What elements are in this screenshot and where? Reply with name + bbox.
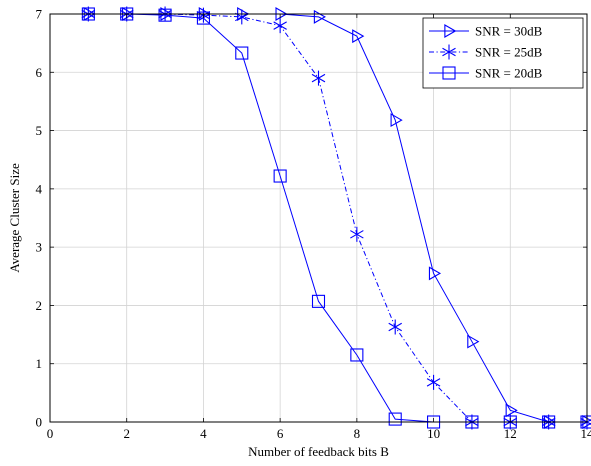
x-axis-label: Number of feedback bits B	[248, 444, 389, 459]
legend-label: SNR = 20dB	[475, 66, 543, 81]
x-tick-label: 8	[354, 426, 361, 441]
x-tick-label: 0	[47, 426, 54, 441]
y-tick-labels: 0 1 2 3 4 5 6 7	[36, 7, 43, 430]
star-marker	[350, 227, 363, 242]
triangle-marker	[429, 267, 440, 279]
legend-entry: SNR = 30dB	[429, 24, 543, 39]
x-tick-label: 6	[277, 426, 284, 441]
y-tick-label: 3	[36, 240, 43, 255]
star-marker	[389, 319, 402, 334]
x-tick-label: 12	[504, 426, 517, 441]
x-tick-label: 2	[123, 426, 130, 441]
y-tick-label: 5	[36, 123, 43, 138]
x-tick-label: 4	[200, 426, 207, 441]
y-tick-label: 4	[36, 181, 43, 196]
y-tick-label: 6	[36, 65, 43, 80]
y-tick-label: 0	[36, 415, 43, 430]
x-tick-labels: 0 2 4 6 8 10 12 14	[47, 426, 591, 441]
legend-label: SNR = 30dB	[475, 24, 543, 39]
legend: SNR = 30dB SNR = 25dB SNR = 20dB	[423, 18, 583, 88]
x-tick-label: 10	[427, 426, 440, 441]
y-axis-label: Average Cluster Size	[7, 163, 22, 273]
y-tick-label: 2	[36, 298, 43, 313]
x-tick-label: 14	[581, 426, 591, 441]
star-marker	[427, 375, 440, 390]
y-tick-label: 1	[36, 356, 43, 371]
legend-label: SNR = 25dB	[475, 45, 543, 60]
star-marker	[312, 71, 325, 86]
triangle-marker	[353, 30, 364, 42]
y-tick-label: 7	[36, 7, 43, 22]
